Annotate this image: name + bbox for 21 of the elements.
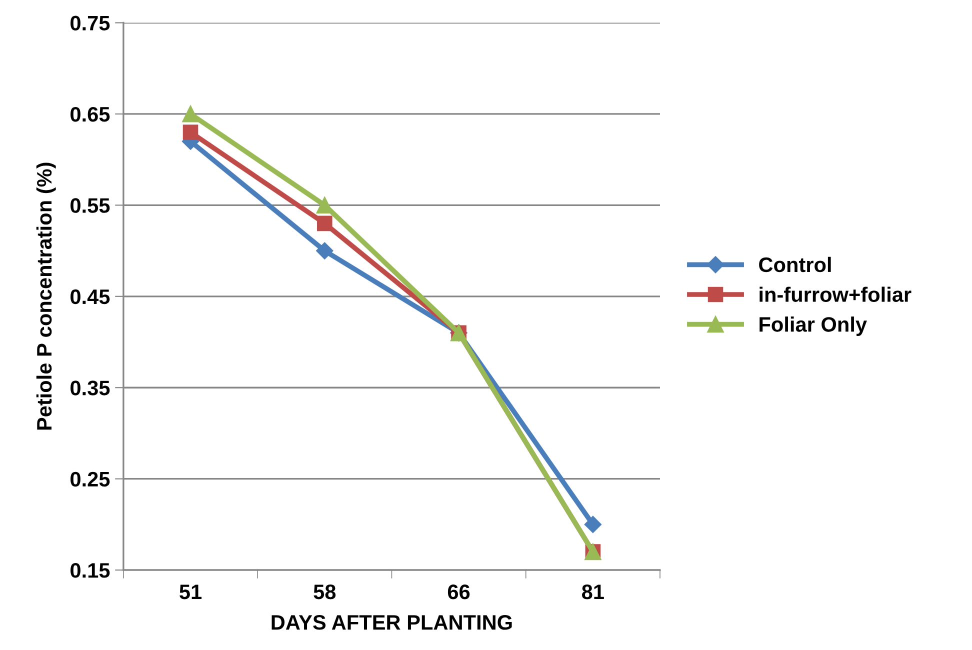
x-axis-title: DAYS AFTER PLANTING xyxy=(272,615,512,630)
x-tick-label: 81 xyxy=(582,584,604,600)
legend-label: in-furrow+foliar xyxy=(760,286,912,302)
y-tick-label: 0.25 xyxy=(70,472,110,487)
point xyxy=(317,216,332,232)
y-tick-label: 0.75 xyxy=(70,16,110,31)
y-tick-label: 0.35 xyxy=(70,380,110,396)
x-tick-label: 58 xyxy=(314,584,336,600)
y-tick-label: 0.45 xyxy=(70,289,110,304)
legend-label: Foliar Only xyxy=(760,316,867,336)
x-tick-label: 51 xyxy=(180,584,202,600)
x-tick-label: 66 xyxy=(448,584,470,600)
y-axis-title: Petiole P concentration (%) xyxy=(36,162,56,430)
point xyxy=(316,242,334,260)
y-tick-label: 0.15 xyxy=(70,563,110,578)
point xyxy=(182,124,198,140)
y-tick-label: 0.55 xyxy=(70,198,110,213)
legend-label: Control xyxy=(759,256,831,272)
y-tick-label: 0.65 xyxy=(70,106,110,122)
point xyxy=(584,516,602,533)
point xyxy=(182,106,199,122)
